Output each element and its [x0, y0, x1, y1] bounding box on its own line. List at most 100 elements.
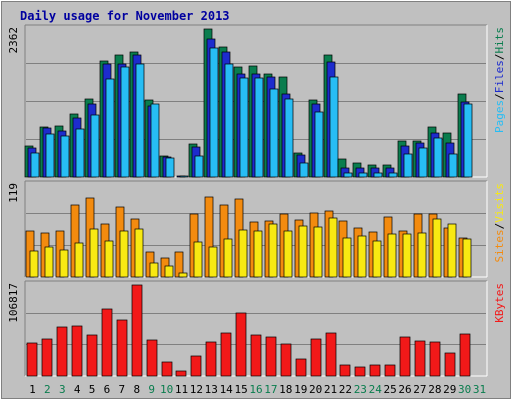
bar-pages-day-4: [75, 128, 85, 178]
bar-pages-day-5: [90, 114, 100, 178]
bar-kbytes-day-7: [116, 319, 128, 377]
bar-sites-day-1: [29, 250, 39, 278]
legend-entry: Sites: [493, 229, 506, 262]
x-tick-label-day-1: 1: [29, 383, 36, 396]
y-max-label-kbytes: 106817: [7, 283, 20, 323]
bar-kbytes-day-19: [295, 358, 307, 377]
x-tick-label-day-21: 21: [324, 383, 337, 396]
panel-kbytes: 106817 KBytes: [7, 280, 506, 377]
x-tick-label-day-11: 11: [175, 383, 188, 396]
bar-sites-day-26: [402, 233, 412, 278]
bar-kbytes-day-2: [41, 338, 53, 377]
legend-entry: /: [493, 93, 506, 100]
bar-sites-day-11: [178, 272, 188, 278]
x-tick-label-day-14: 14: [220, 383, 234, 396]
bar-pages-day-27: [418, 147, 428, 178]
bar-sites-day-27: [417, 232, 427, 278]
bar-pages-day-15: [239, 77, 249, 178]
bar-sites-day-23: [357, 235, 367, 278]
bar-pages-day-23: [358, 172, 368, 178]
bar-kbytes-day-11: [175, 370, 187, 377]
bar-sites-day-5: [89, 228, 99, 278]
x-tick-label-day-17: 17: [264, 383, 277, 396]
bar-pages-day-1: [30, 152, 40, 178]
bar-pages-day-22: [343, 172, 353, 178]
bar-pages-day-11: [179, 175, 189, 178]
bar-pages-day-12: [194, 155, 204, 178]
bar-pages-day-26: [403, 153, 413, 178]
x-tick-label-day-24: 24: [369, 383, 383, 396]
x-tick-label-day-18: 18: [279, 383, 292, 396]
x-tick-label-day-29: 29: [443, 383, 456, 396]
x-tick-label-day-26: 26: [398, 383, 411, 396]
bar-sites-day-3: [59, 249, 69, 278]
x-tick-label-day-12: 12: [190, 383, 203, 396]
x-tick-label-day-13: 13: [205, 383, 218, 396]
bar-sites-day-8: [134, 228, 144, 278]
bar-pages-day-2: [45, 133, 55, 178]
bar-pages-day-17: [269, 88, 279, 178]
panel-visits: 119 Sites/Visits: [7, 180, 506, 278]
x-tick-label-day-8: 8: [133, 383, 140, 396]
bar-sites-day-18: [283, 230, 293, 278]
bar-sites-day-25: [387, 233, 397, 278]
x-tick-label-day-2: 2: [44, 383, 51, 396]
bar-pages-day-3: [60, 135, 70, 178]
x-tick-label-day-5: 5: [89, 383, 96, 396]
x-tick-label-day-28: 28: [428, 383, 441, 396]
bar-kbytes-day-8: [131, 284, 143, 377]
chart-panels: 2362Pages/Files/Hits119Sites/Visits10681…: [7, 24, 506, 377]
bar-pages-day-10: [165, 157, 175, 178]
bar-sites-day-9: [149, 262, 159, 278]
bar-sites-day-14: [223, 238, 233, 278]
x-tick-label-day-3: 3: [59, 383, 66, 396]
bar-kbytes-day-20: [310, 338, 322, 377]
bar-kbytes-day-26: [399, 336, 411, 377]
x-tick-label-day-25: 25: [384, 383, 397, 396]
bar-kbytes-day-25: [384, 364, 396, 377]
x-tick-label-day-20: 20: [309, 383, 322, 396]
bar-pages-day-30: [463, 103, 473, 178]
bar-kbytes-day-22: [339, 364, 351, 377]
bar-sites-day-12: [193, 241, 203, 278]
y-max-label-traffic: 2362: [7, 27, 20, 54]
bar-pages-day-20: [314, 111, 324, 178]
bar-sites-day-10: [164, 265, 174, 278]
x-tick-label-day-19: 19: [294, 383, 307, 396]
bar-kbytes-day-23: [354, 366, 366, 377]
bar-sites-day-15: [238, 229, 248, 278]
bar-pages-day-9: [150, 103, 160, 178]
legend-entry: Pages: [493, 100, 506, 133]
bar-pages-day-8: [135, 63, 145, 178]
bar-pages-day-7: [120, 66, 130, 178]
bar-pages-day-6: [105, 78, 115, 178]
x-tick-label-day-22: 22: [339, 383, 352, 396]
legend-entry: /: [493, 54, 506, 61]
bar-sites-day-6: [104, 240, 114, 278]
bar-kbytes-day-13: [205, 341, 217, 377]
bar-kbytes-day-6: [101, 308, 113, 377]
legend-entry: Hits: [493, 27, 506, 54]
bar-kbytes-day-1: [26, 342, 38, 377]
x-tick-label-day-7: 7: [119, 383, 126, 396]
bar-sites-day-4: [74, 242, 84, 278]
bar-pages-day-29: [448, 153, 458, 178]
bar-pages-day-28: [433, 137, 443, 178]
bar-pages-day-21: [329, 76, 339, 178]
x-tick-label-day-30: 30: [458, 383, 471, 396]
x-tick-label-day-4: 4: [74, 383, 81, 396]
bar-sites-day-28: [432, 218, 442, 278]
bar-pages-day-16: [254, 77, 264, 178]
bar-sites-day-16: [253, 230, 263, 278]
legend-visits: Sites/Visits: [493, 183, 506, 263]
bar-kbytes-day-21: [325, 332, 337, 377]
bar-kbytes-day-27: [414, 340, 426, 377]
bar-kbytes-day-29: [444, 352, 456, 377]
bar-sites-day-29: [447, 223, 457, 278]
bar-kbytes-day-14: [220, 332, 232, 377]
bar-pages-day-19: [299, 162, 309, 178]
bar-sites-day-20: [313, 226, 323, 278]
x-tick-label-day-6: 6: [104, 383, 111, 396]
